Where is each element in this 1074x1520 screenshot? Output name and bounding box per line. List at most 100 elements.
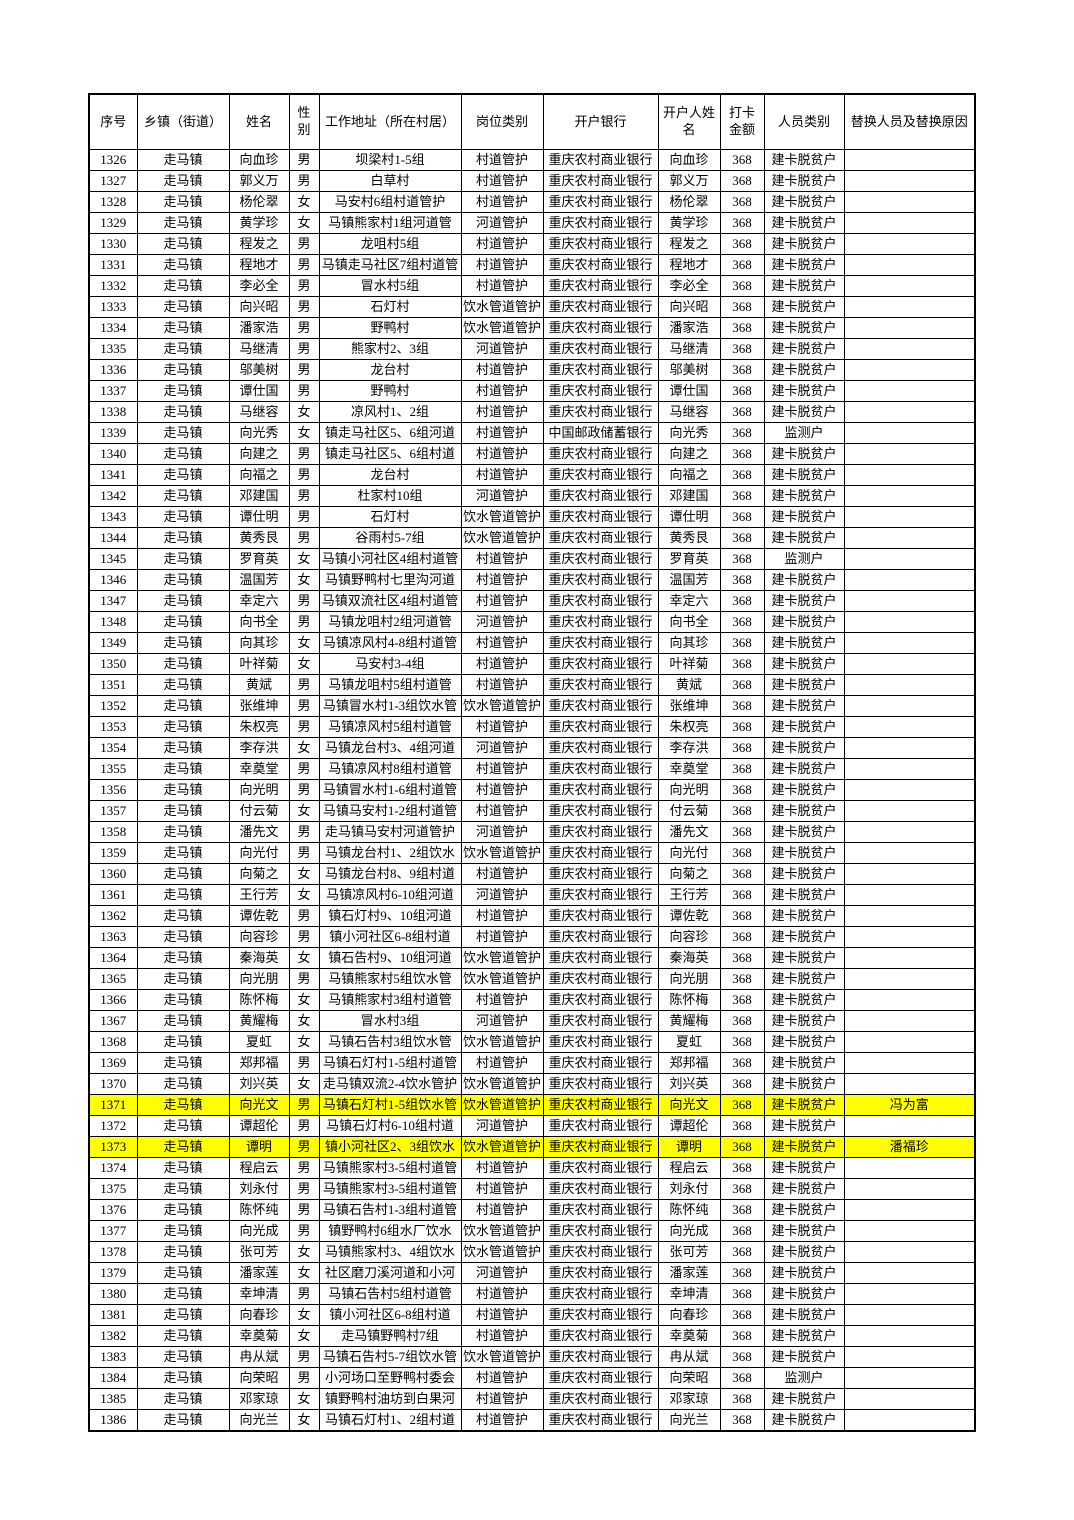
cell-amount: 368 xyxy=(719,212,765,234)
cell-township: 走马镇 xyxy=(136,1157,230,1179)
cell-payee: 向菊之 xyxy=(657,863,721,885)
cell-amount: 368 xyxy=(719,1388,765,1410)
cell-replacement xyxy=(843,884,976,906)
cell-category: 建卡脱贫户 xyxy=(763,1262,845,1284)
cell-category: 建卡脱贫户 xyxy=(763,443,845,465)
cell-post: 村道管护 xyxy=(460,359,544,381)
cell-amount: 368 xyxy=(719,758,765,780)
cell-township: 走马镇 xyxy=(136,191,230,213)
cell-payee: 王行芳 xyxy=(657,884,721,906)
cell-bank: 重庆农村商业银行 xyxy=(542,632,659,654)
cell-gender: 男 xyxy=(288,233,320,255)
cell-township: 走马镇 xyxy=(136,821,230,843)
table-row: 1359 走马镇 向光付男马镇龙台村1、2组饮水 饮水管道管护 重庆农村商业银行 向光付 3… xyxy=(88,842,976,864)
cell-replacement xyxy=(843,170,976,192)
cell-amount: 368 xyxy=(719,170,765,192)
cell-gender: 男 xyxy=(288,1283,320,1305)
cell-seq: 1342 xyxy=(88,485,138,507)
cell-township: 走马镇 xyxy=(136,632,230,654)
cell-address: 马镇石灯村1-5组村道管 xyxy=(318,1052,462,1074)
col-header-replacement: 替换人员及替换原因 xyxy=(843,93,976,150)
table-row: 1338 走马镇 马继容女凉风村1、2组 村道管护 重庆农村商业银行 马继容 368 建卡脱贫… xyxy=(88,401,976,423)
cell-seq: 1371 xyxy=(88,1094,138,1116)
cell-replacement xyxy=(843,527,976,549)
cell-seq: 1377 xyxy=(88,1220,138,1242)
cell-bank: 重庆农村商业银行 xyxy=(542,1031,659,1053)
cell-replacement xyxy=(843,317,976,339)
cell-payee: 秦海英 xyxy=(657,947,721,969)
table-row: 1360 走马镇 向菊之女马镇龙台村8、9组村道 村道管护 重庆农村商业银行 向菊之 368… xyxy=(88,863,976,885)
cell-payee: 程发之 xyxy=(657,233,721,255)
cell-amount: 368 xyxy=(719,191,765,213)
cell-name: 秦海英 xyxy=(228,947,290,969)
cell-bank: 重庆农村商业银行 xyxy=(542,1115,659,1137)
cell-name: 刘永付 xyxy=(228,1178,290,1200)
cell-address: 马镇凉风村8组村道管 xyxy=(318,758,462,780)
cell-category: 建卡脱贫户 xyxy=(763,716,845,738)
cell-replacement xyxy=(843,1241,976,1263)
table-row: 1355 走马镇 幸奠堂男马镇凉风村8组村道管 村道管护 重庆农村商业银行 幸奠堂 368 建… xyxy=(88,758,976,780)
cell-township: 走马镇 xyxy=(136,758,230,780)
cell-replacement xyxy=(843,401,976,423)
cell-address: 龙台村 xyxy=(318,464,462,486)
cell-seq: 1346 xyxy=(88,569,138,591)
cell-address: 马镇龙台村3、4组河道 xyxy=(318,737,462,759)
cell-payee: 黄斌 xyxy=(657,674,721,696)
cell-bank: 重庆农村商业银行 xyxy=(542,1052,659,1074)
cell-payee: 向光成 xyxy=(657,1220,721,1242)
cell-township: 走马镇 xyxy=(136,1199,230,1221)
table-row: 1374 走马镇 程启云男马镇熊家村3-5组村道管 村道管护 重庆农村商业银行 程启云 36… xyxy=(88,1157,976,1179)
cell-address: 镇野鸭村油坊到白果河 xyxy=(318,1388,462,1410)
cell-gender: 男 xyxy=(288,590,320,612)
cell-category: 建卡脱贫户 xyxy=(763,1325,845,1347)
cell-category: 建卡脱贫户 xyxy=(763,758,845,780)
cell-name: 向书全 xyxy=(228,611,290,633)
cell-name: 程启云 xyxy=(228,1157,290,1179)
cell-post: 村道管护 xyxy=(460,1052,544,1074)
cell-post: 村道管护 xyxy=(460,926,544,948)
cell-address: 凉风村1、2组 xyxy=(318,401,462,423)
cell-payee: 邓家琼 xyxy=(657,1388,721,1410)
cell-township: 走马镇 xyxy=(136,1346,230,1368)
cell-township: 走马镇 xyxy=(136,275,230,297)
cell-payee: 幸奠菊 xyxy=(657,1325,721,1347)
cell-gender: 男 xyxy=(288,485,320,507)
cell-seq: 1341 xyxy=(88,464,138,486)
cell-bank: 重庆农村商业银行 xyxy=(542,1388,659,1410)
cell-township: 走马镇 xyxy=(136,926,230,948)
cell-payee: 潘家莲 xyxy=(657,1262,721,1284)
cell-bank: 重庆农村商业银行 xyxy=(542,716,659,738)
cell-name: 郑邦福 xyxy=(228,1052,290,1074)
cell-bank: 重庆农村商业银行 xyxy=(542,1367,659,1389)
cell-name: 马继清 xyxy=(228,338,290,360)
cell-seq: 1358 xyxy=(88,821,138,843)
cell-bank: 重庆农村商业银行 xyxy=(542,779,659,801)
cell-township: 走马镇 xyxy=(136,968,230,990)
cell-replacement xyxy=(843,464,976,486)
cell-bank: 重庆农村商业银行 xyxy=(542,1094,659,1116)
cell-name: 谭明 xyxy=(228,1136,290,1158)
col-header-township: 乡镇（街道） xyxy=(136,93,230,150)
cell-seq: 1365 xyxy=(88,968,138,990)
cell-replacement xyxy=(843,275,976,297)
col-header-gender: 性别 xyxy=(288,93,320,150)
cell-amount: 368 xyxy=(719,653,765,675)
cell-seq: 1360 xyxy=(88,863,138,885)
cell-name: 陈怀纯 xyxy=(228,1199,290,1221)
cell-address: 镇走马社区5、6组河道 xyxy=(318,422,462,444)
cell-post: 村道管护 xyxy=(460,401,544,423)
sheet-area: 序号 乡镇（街道） 姓名 性别 工作地址（所在村居） 岗位类别 开户银行 开户人姓名 打卡金额人… xyxy=(88,93,976,1432)
cell-post: 村道管护 xyxy=(460,233,544,255)
cell-category: 建卡脱贫户 xyxy=(763,359,845,381)
cell-name: 邓建国 xyxy=(228,485,290,507)
table-row: 1343 走马镇 谭仕明男石灯村 饮水管道管护 重庆农村商业银行 谭仕明 368 建卡脱贫户 xyxy=(88,506,976,528)
cell-replacement xyxy=(843,1073,976,1095)
cell-post: 饮水管道管护 xyxy=(460,1220,544,1242)
table-row: 1371 走马镇 向光文男马镇石灯村1-5组饮水管 饮水管道管护 重庆农村商业银行 向光文… xyxy=(88,1094,976,1116)
cell-replacement xyxy=(843,695,976,717)
cell-address: 小河场口至野鸭村委会 xyxy=(318,1367,462,1389)
cell-township: 走马镇 xyxy=(136,170,230,192)
cell-address: 马镇石告村3组饮水管 xyxy=(318,1031,462,1053)
cell-post: 村道管护 xyxy=(460,1178,544,1200)
cell-name: 向福之 xyxy=(228,464,290,486)
